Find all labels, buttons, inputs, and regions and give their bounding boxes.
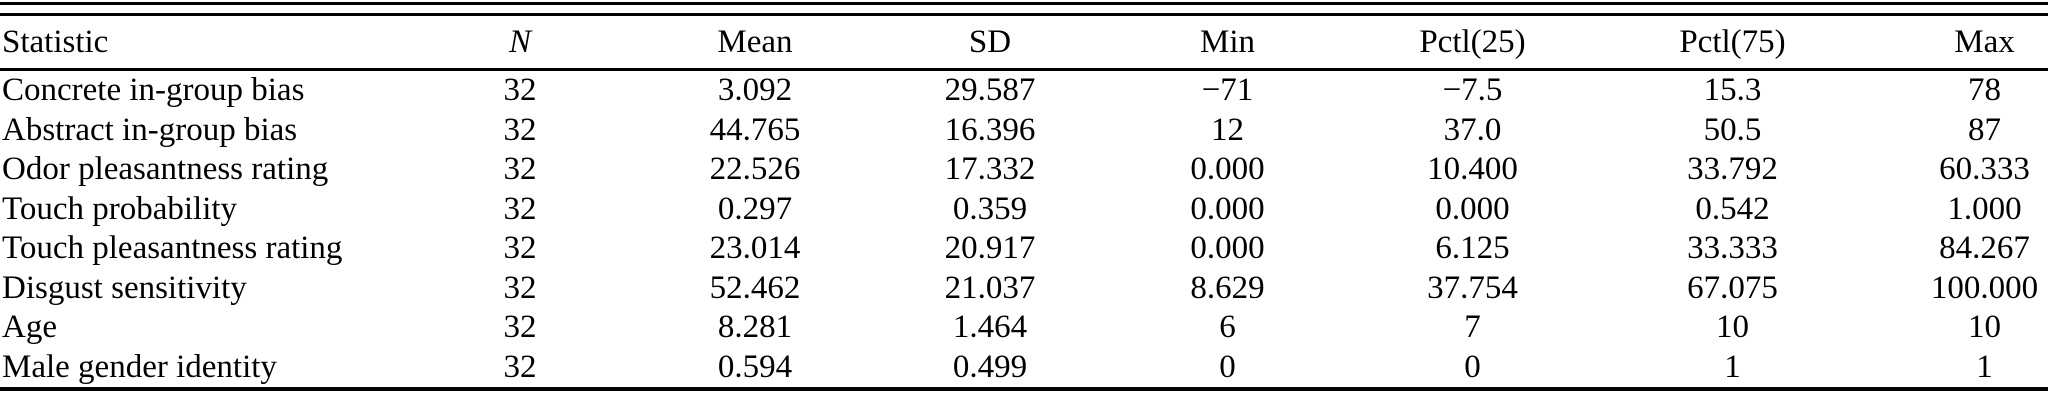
cell-n: 32	[503, 151, 537, 188]
cell-sd: 1.464	[952, 309, 1028, 346]
cell-n: 32	[503, 72, 537, 109]
cell-max: 87	[1968, 111, 2001, 148]
row-label: Touch pleasantness rating	[2, 230, 343, 267]
cell-sd: 16.396	[944, 111, 1036, 148]
cell-n: 32	[503, 309, 537, 346]
cell-min: 0.000	[1190, 230, 1265, 267]
table-row: Odor pleasantness rating 32 22.526 17.33…	[0, 150, 2048, 190]
cell-n: 32	[503, 230, 537, 267]
col-header-n: N	[400, 16, 640, 71]
table-body: Concrete in-group bias 32 3.092 29.587 −…	[0, 70, 2048, 388]
table-row: Disgust sensitivity 32 52.462 21.037 8.6…	[0, 269, 2048, 309]
cell-n: 32	[503, 348, 537, 385]
row-label: Male gender identity	[2, 348, 277, 385]
col-header-statistic: Statistic	[0, 16, 400, 71]
cell-max: 60.333	[1939, 151, 2030, 188]
cell-pctl25: 0.000	[1435, 190, 1510, 227]
table-row: Age 32 8.281 1.464 6 7 10 10	[0, 308, 2048, 348]
cell-n: 32	[503, 269, 537, 306]
cell-pctl75: 10	[1716, 309, 1749, 346]
col-header-min: Min	[1110, 16, 1345, 71]
row-label: Odor pleasantness rating	[2, 151, 329, 188]
cell-max: 84.267	[1939, 230, 2030, 267]
cell-max: 1.000	[1947, 190, 2022, 227]
cell-pctl25: 37.754	[1427, 269, 1518, 306]
cell-mean: 0.297	[717, 190, 793, 227]
col-header-max: Max	[1865, 16, 2048, 71]
cell-max: 78	[1968, 72, 2001, 109]
cell-pctl25: 10.400	[1427, 151, 1518, 188]
statistics-table: Statistic N Mean SD Min Pctl(25) Pctl(75…	[0, 16, 2048, 387]
cell-sd: 17.332	[944, 151, 1036, 188]
cell-pctl75: 33.333	[1687, 230, 1778, 267]
cell-min: 12	[1211, 111, 1244, 148]
cell-n: 32	[503, 111, 537, 148]
col-header-pctl75: Pctl(75)	[1600, 16, 1865, 71]
cell-sd: 29.587	[944, 72, 1036, 109]
cell-pctl25: −7.5	[1442, 72, 1503, 109]
cell-n: 32	[503, 190, 537, 227]
table-row: Concrete in-group bias 32 3.092 29.587 −…	[0, 70, 2048, 111]
cell-max: 100.000	[1930, 269, 2039, 306]
top-rule-outer	[0, 2, 2048, 5]
cell-min: 8.629	[1190, 269, 1265, 306]
cell-pctl75: 50.5	[1703, 111, 1762, 148]
cell-pctl75: 0.542	[1695, 190, 1770, 227]
cell-pctl75: 67.075	[1687, 269, 1778, 306]
col-header-pctl25: Pctl(25)	[1345, 16, 1600, 71]
cell-pctl75: 15.3	[1703, 72, 1762, 109]
cell-mean: 23.014	[709, 230, 801, 267]
cell-min: 0.000	[1190, 151, 1265, 188]
cell-pctl75: 33.792	[1687, 151, 1778, 188]
table-row: Touch probability 32 0.297 0.359 0.000 0…	[0, 190, 2048, 230]
bottom-rule	[0, 387, 2048, 391]
cell-mean: 8.281	[717, 309, 793, 346]
table-row: Touch pleasantness rating 32 23.014 20.9…	[0, 229, 2048, 269]
cell-sd: 21.037	[944, 269, 1036, 306]
cell-mean: 52.462	[709, 269, 801, 306]
cell-mean: 0.594	[717, 348, 793, 385]
row-label: Age	[2, 309, 57, 346]
cell-min: 6	[1219, 309, 1236, 346]
cell-pctl25: 0	[1464, 348, 1481, 385]
header-row: Statistic N Mean SD Min Pctl(25) Pctl(75…	[0, 16, 2048, 71]
cell-min: 0	[1219, 348, 1236, 385]
row-label: Abstract in-group bias	[2, 111, 298, 148]
table-row: Male gender identity 32 0.594 0.499 0 0 …	[0, 348, 2048, 388]
cell-pctl25: 6.125	[1435, 230, 1510, 267]
cell-pctl25: 7	[1464, 309, 1481, 346]
row-label: Disgust sensitivity	[2, 269, 247, 306]
col-header-mean: Mean	[640, 16, 870, 71]
col-header-sd: SD	[870, 16, 1110, 71]
cell-pctl75: 1	[1724, 348, 1741, 385]
cell-sd: 0.359	[952, 190, 1028, 227]
cell-sd: 20.917	[944, 230, 1036, 267]
table-header: Statistic N Mean SD Min Pctl(25) Pctl(75…	[0, 16, 2048, 71]
cell-max: 10	[1968, 309, 2001, 346]
summary-statistics-table: Statistic N Mean SD Min Pctl(25) Pctl(75…	[0, 2, 2048, 391]
cell-mean: 22.526	[709, 151, 801, 188]
cell-pctl25: 37.0	[1443, 111, 1502, 148]
top-rule-inner	[0, 13, 2048, 16]
row-label: Concrete in-group bias	[2, 72, 305, 109]
table-row: Abstract in-group bias 32 44.765 16.396 …	[0, 111, 2048, 151]
row-label: Touch probability	[2, 190, 238, 227]
cell-sd: 0.499	[952, 348, 1028, 385]
top-rule-gap	[0, 5, 2048, 13]
cell-min: 0.000	[1190, 190, 1265, 227]
cell-min: −71	[1201, 72, 1254, 109]
cell-max: 1	[1976, 348, 1993, 385]
cell-mean: 3.092	[717, 72, 793, 109]
cell-mean: 44.765	[709, 111, 801, 148]
